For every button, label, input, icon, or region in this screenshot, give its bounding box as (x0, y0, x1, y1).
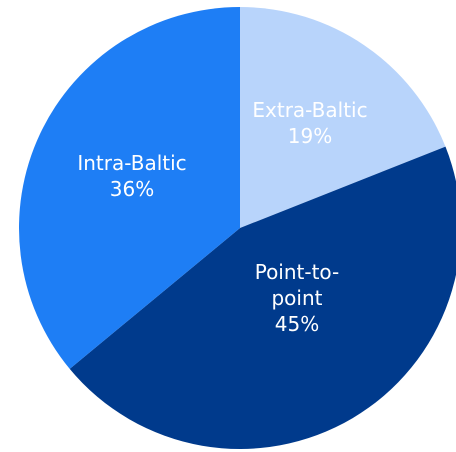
pie-slice-intra-baltic (19, 7, 240, 369)
pie-label-line: point (271, 286, 322, 310)
pie-slices (19, 7, 456, 449)
pie-label-line: Intra-Baltic (77, 151, 186, 175)
pie-label-line: 36% (110, 177, 154, 201)
pie-label-extra-baltic: Extra-Baltic 19% (252, 98, 367, 148)
pie-label-point-to-point: Point-to-point 45% (255, 260, 340, 336)
pie-label-line: 45% (275, 312, 319, 336)
pie-slice-point-to-point (69, 146, 456, 449)
pie-label-line: Extra-Baltic (252, 98, 367, 122)
pie-label-line: 19% (288, 124, 332, 148)
pie-label-line: Point-to- (255, 260, 340, 284)
pie-slice-extra-baltic (240, 7, 446, 228)
pie-label-intra-baltic: Intra-Baltic 36% (77, 151, 186, 201)
pie-labels: Extra-Baltic 19% Point-to-point 45% Intra-Ba… (77, 98, 367, 336)
